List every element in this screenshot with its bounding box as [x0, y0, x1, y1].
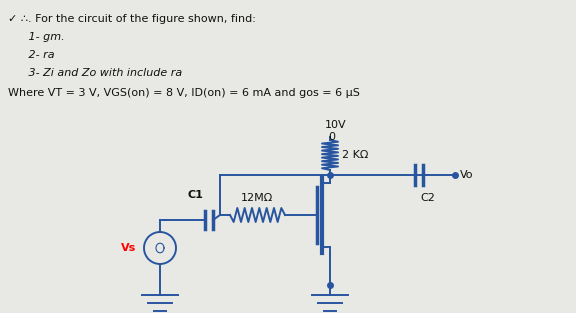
- Text: 1- gm.: 1- gm.: [18, 32, 65, 42]
- Text: 10V: 10V: [325, 120, 347, 130]
- Text: C1: C1: [187, 190, 203, 200]
- Text: C2: C2: [420, 193, 435, 203]
- Text: 3- Zi and Zo with include ra: 3- Zi and Zo with include ra: [18, 68, 182, 78]
- Text: 2 KΩ: 2 KΩ: [342, 150, 369, 160]
- Text: 0: 0: [328, 132, 335, 142]
- Text: 2- ra: 2- ra: [18, 50, 55, 60]
- Text: Where VT = 3 V, VGS(on) = 8 V, ID(on) = 6 mA and gos = 6 μS: Where VT = 3 V, VGS(on) = 8 V, ID(on) = …: [8, 88, 360, 98]
- Text: 12MΩ: 12MΩ: [241, 193, 273, 203]
- Text: Vs: Vs: [121, 243, 136, 253]
- Text: ✓ ∴. For the circuit of the figure shown, find:: ✓ ∴. For the circuit of the figure shown…: [8, 14, 256, 24]
- Text: Vo: Vo: [460, 170, 473, 180]
